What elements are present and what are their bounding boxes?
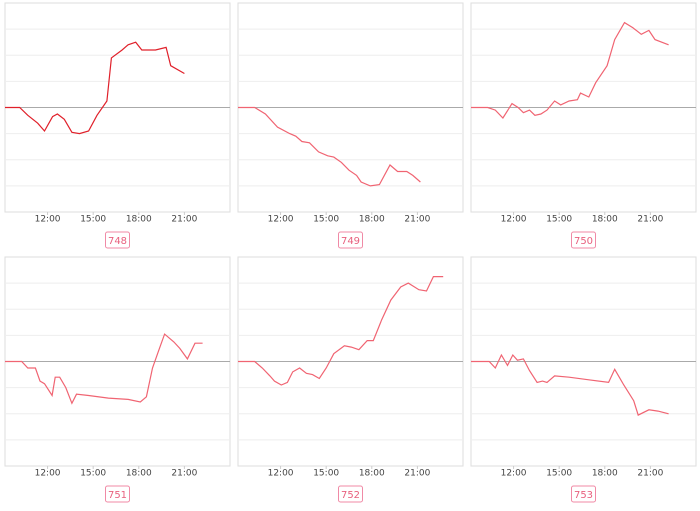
badge-label: 751	[108, 490, 127, 501]
x-tick-label: 18:00	[592, 469, 618, 479]
x-tick-label: 15:00	[80, 469, 106, 479]
badge-label: 750	[574, 236, 593, 247]
x-tick-label: 12:00	[501, 215, 527, 225]
x-tick-label: 12:00	[268, 215, 294, 225]
x-tick-label: 12:00	[268, 469, 294, 479]
line	[5, 41, 185, 135]
x-tick-label: 18:00	[359, 215, 385, 225]
x-tick-label: 18:00	[126, 215, 152, 225]
x-tick-label: 15:00	[313, 215, 339, 225]
x-tick-label: 15:00	[546, 469, 572, 479]
x-tick-label: 18:00	[592, 215, 618, 225]
x-tick-label: 21:00	[171, 469, 197, 479]
badge-label: 748	[108, 236, 127, 247]
badge-box	[105, 231, 130, 249]
badge-label: 752	[341, 490, 360, 501]
x-tick-label: 21:00	[404, 469, 430, 479]
x-tick-label: 15:00	[80, 215, 106, 225]
x-tick-label: 21:00	[171, 215, 197, 225]
x-tick-label: 12:00	[35, 215, 61, 225]
badge-label: 753	[574, 490, 593, 501]
x-tick-label: 21:00	[404, 215, 430, 225]
badge-box	[105, 485, 130, 503]
x-tick-label: 12:00	[35, 469, 61, 479]
badge-label: 749	[341, 236, 360, 247]
badge-box	[571, 231, 596, 249]
line	[238, 106, 421, 187]
x-tick-label: 15:00	[313, 469, 339, 479]
x-tick-label: 18:00	[126, 469, 152, 479]
x-tick-label: 12:00	[501, 469, 527, 479]
line	[471, 353, 669, 416]
line	[238, 276, 444, 386]
line	[5, 333, 203, 405]
x-tick-label: 21:00	[637, 469, 663, 479]
badge-box	[338, 485, 363, 503]
x-tick-label: 15:00	[546, 215, 572, 225]
x-tick-label: 18:00	[359, 469, 385, 479]
line	[471, 21, 669, 119]
badge-box	[571, 485, 596, 503]
badge-box	[338, 231, 363, 249]
x-tick-label: 21:00	[637, 215, 663, 225]
